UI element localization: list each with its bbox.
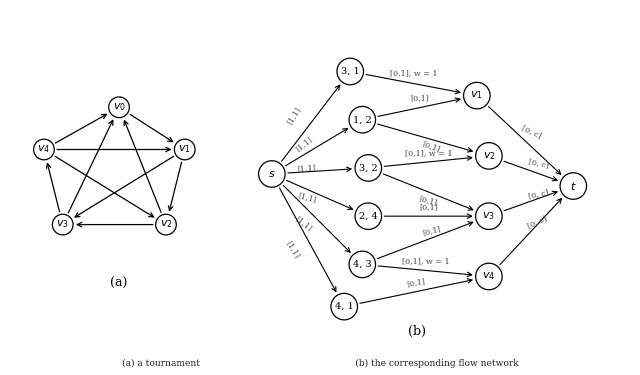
Text: [0,1]: [0,1]: [422, 225, 442, 237]
Circle shape: [355, 203, 381, 229]
Text: [1,1]: [1,1]: [296, 192, 317, 204]
Circle shape: [109, 97, 129, 118]
Circle shape: [175, 139, 195, 160]
Text: $v_1$: $v_1$: [179, 144, 191, 155]
Text: $t$: $t$: [570, 180, 577, 192]
Circle shape: [476, 203, 502, 229]
Text: $v_4$: $v_4$: [37, 144, 51, 155]
Text: [0, c]: [0, c]: [527, 188, 549, 200]
Text: $v_2$: $v_2$: [159, 219, 172, 231]
Circle shape: [349, 106, 376, 133]
Text: [0,1]: [0,1]: [406, 277, 426, 288]
Circle shape: [476, 263, 502, 290]
Text: 2, 4: 2, 4: [359, 211, 378, 220]
Text: [0,1]: [0,1]: [421, 140, 442, 154]
Text: [0,1]: [0,1]: [419, 195, 439, 207]
Text: $v_0$: $v_0$: [113, 101, 125, 113]
Text: [0, c]: [0, c]: [520, 124, 542, 140]
Text: 3, 1: 3, 1: [341, 67, 360, 76]
Text: [0,1], w = 1: [0,1], w = 1: [405, 149, 452, 157]
Text: [1,1]: [1,1]: [294, 135, 314, 153]
Text: $v_2$: $v_2$: [483, 150, 495, 162]
Text: $v_3$: $v_3$: [56, 219, 69, 231]
Circle shape: [355, 154, 381, 181]
Circle shape: [156, 214, 176, 235]
Circle shape: [476, 142, 502, 169]
Text: [1,1]: [1,1]: [297, 163, 317, 173]
Text: $v_4$: $v_4$: [483, 271, 495, 282]
Text: [0, c]: [0, c]: [526, 214, 548, 230]
Text: 4, 3: 4, 3: [353, 260, 372, 269]
Text: [0, c]: [0, c]: [527, 158, 549, 170]
Text: 1, 2: 1, 2: [353, 115, 372, 124]
Text: 4, 1: 4, 1: [335, 302, 353, 311]
Text: $s$: $s$: [268, 169, 276, 179]
Circle shape: [337, 58, 364, 85]
Text: [0,1], w = 1: [0,1], w = 1: [390, 69, 437, 76]
Text: (a) a tournament                                                      (b) the co: (a) a tournament (b) the co: [122, 358, 518, 368]
Text: 3, 2: 3, 2: [359, 164, 378, 172]
Text: [1,1]: [1,1]: [285, 239, 301, 260]
Circle shape: [349, 251, 376, 278]
Circle shape: [331, 293, 358, 320]
Text: $v_3$: $v_3$: [483, 210, 495, 222]
Circle shape: [463, 82, 490, 109]
Circle shape: [34, 139, 54, 160]
Text: [1,1]: [1,1]: [285, 105, 303, 126]
Text: [0,1]: [0,1]: [419, 203, 438, 211]
Text: (a): (a): [110, 277, 128, 290]
Text: [0,1]: [0,1]: [410, 94, 429, 103]
Text: [1,1]: [1,1]: [294, 215, 314, 233]
Text: $v_1$: $v_1$: [470, 90, 483, 102]
Circle shape: [560, 173, 587, 199]
Circle shape: [52, 214, 73, 235]
Circle shape: [259, 161, 285, 187]
Text: (b): (b): [408, 326, 426, 338]
Text: [0,1], w = 1: [0,1], w = 1: [402, 257, 449, 265]
